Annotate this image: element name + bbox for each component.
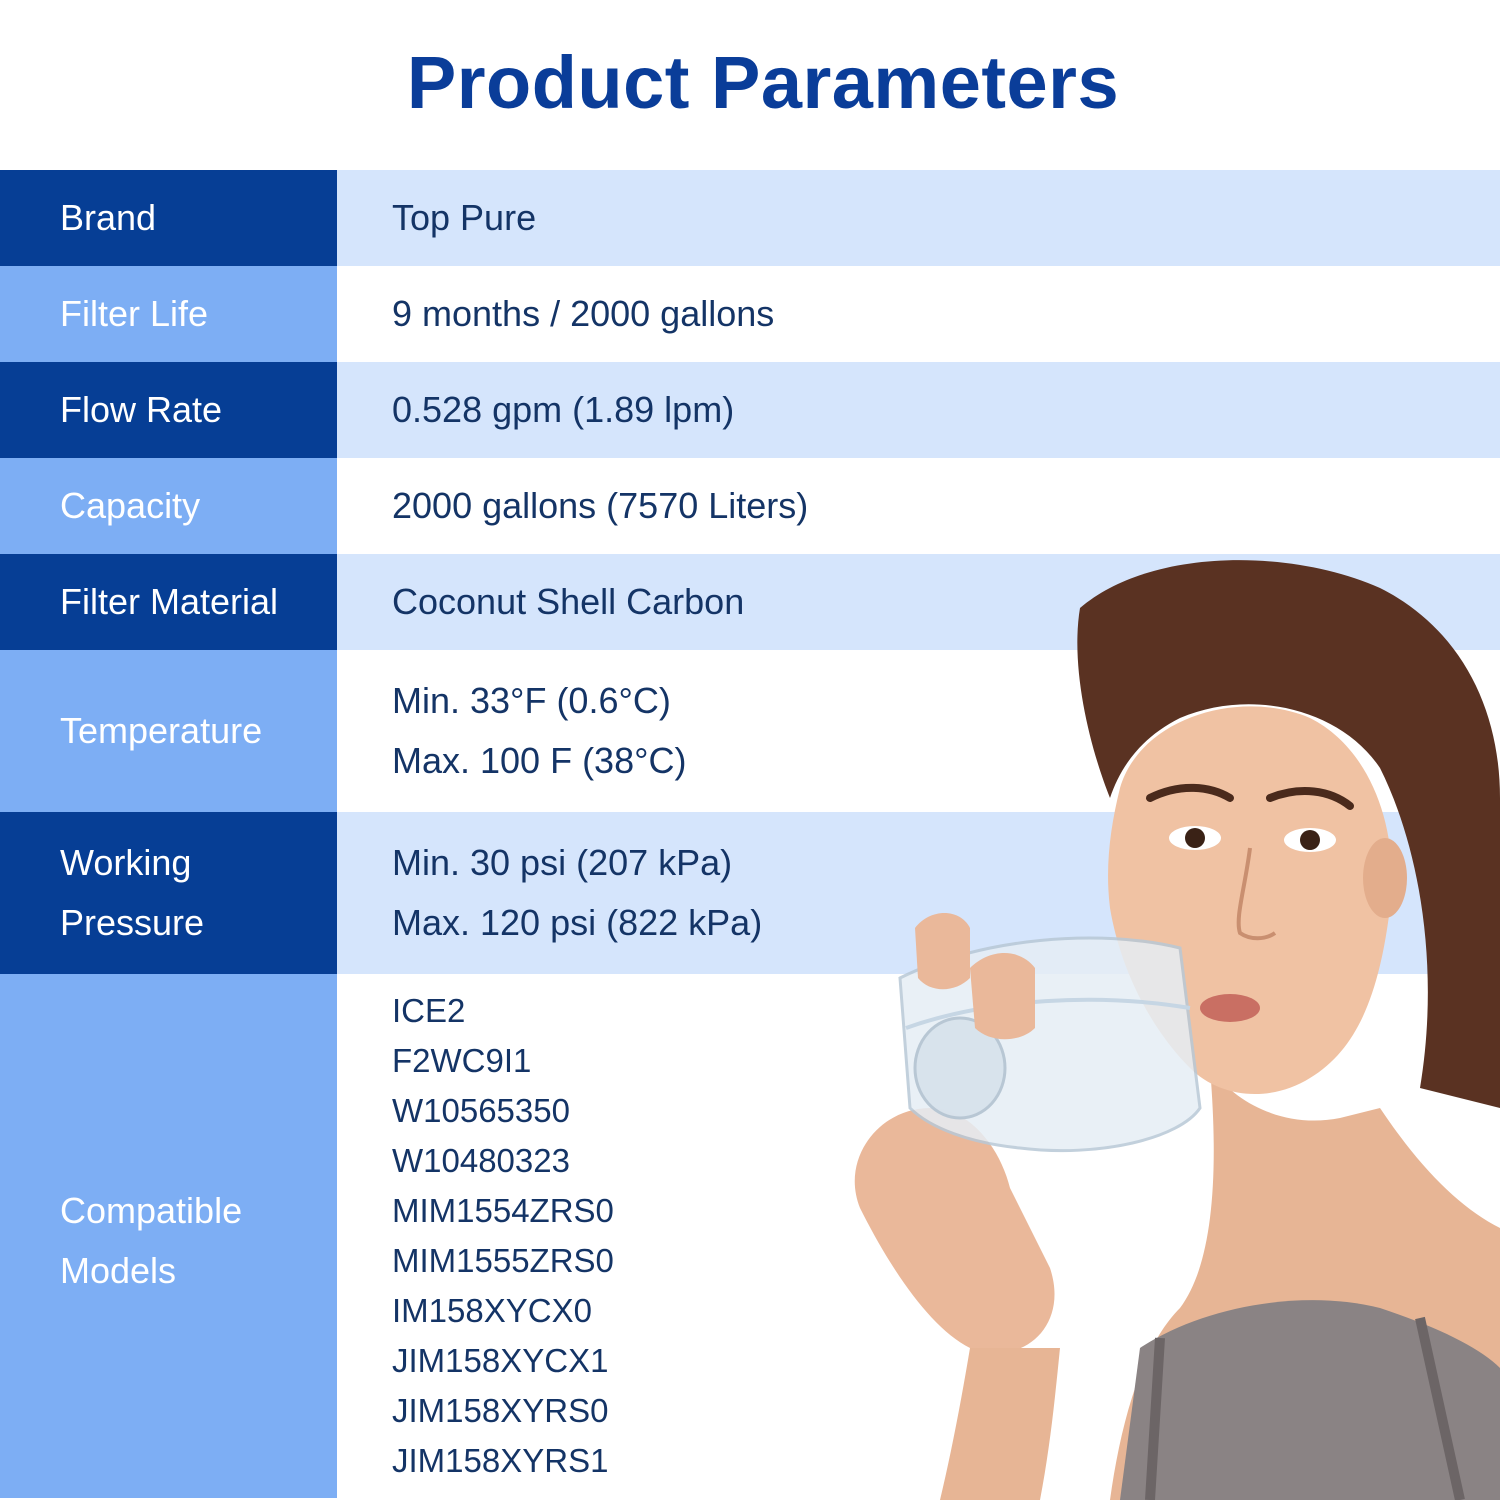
value-working-pressure: Min. 30 psi (207 kPa) Max. 120 psi (822 … <box>392 842 763 943</box>
model-item: MIM1554ZRS0 <box>392 1192 614 1229</box>
row-filter-life: Filter Life 9 months / 2000 gallons <box>0 266 1500 362</box>
parameters-table: Brand Top Pure Filter Life 9 months / 20… <box>0 170 1500 1498</box>
value-filter-material: Coconut Shell Carbon <box>392 581 745 622</box>
value-filter-life: 9 months / 2000 gallons <box>392 293 775 334</box>
label-brand: Brand <box>0 170 337 266</box>
row-brand: Brand Top Pure <box>0 170 1500 266</box>
value-brand: Top Pure <box>392 197 537 238</box>
woman-drinking-water-photo <box>854 560 1500 1500</box>
label-capacity: Capacity <box>0 458 337 554</box>
model-item: JIM158XYRS0 <box>392 1392 609 1429</box>
value-capacity: 2000 gallons (7570 Liters) <box>392 485 809 526</box>
page-title: Product Parameters <box>406 41 1120 124</box>
row-working-pressure: Working Pressure Min. 30 psi (207 kPa) M… <box>0 812 1500 974</box>
value-temperature: Min. 33°F (0.6°C) Max. 100 F (38°C) <box>392 680 687 781</box>
label-filter-material: Filter Material <box>0 554 337 650</box>
model-item: JIM158XYRS1 <box>392 1442 609 1479</box>
model-item: F2WC9I1 <box>392 1042 532 1079</box>
model-item: W10565350 <box>392 1092 570 1129</box>
label-filter-life: Filter Life <box>0 266 337 362</box>
label-temperature: Temperature <box>0 650 337 812</box>
model-item: JIM158XYCX1 <box>392 1342 609 1379</box>
label-flow-rate: Flow Rate <box>0 362 337 458</box>
value-compatible-models: ICE2 F2WC9I1 W10565350 W10480323 MIM1554… <box>0 974 1500 1498</box>
model-item: ICE2 <box>392 992 466 1029</box>
label-working-pressure: Working Pressure <box>0 812 337 974</box>
row-flow-rate: Flow Rate 0.528 gpm (1.89 lpm) <box>0 362 1500 458</box>
model-item: W10480323 <box>392 1142 570 1179</box>
row-compatible-models: Compatible Models ICE2 F2WC9I1 W10565350… <box>0 974 1500 1498</box>
row-filter-material: Filter Material Coconut Shell Carbon <box>0 554 1500 650</box>
row-capacity: Capacity 2000 gallons (7570 Liters) <box>0 458 1500 554</box>
model-item: IM158XYCX0 <box>392 1292 592 1329</box>
label-compatible-models: Compatible Models <box>0 974 337 1498</box>
model-item: MIM1555ZRS0 <box>392 1242 614 1279</box>
value-flow-rate: 0.528 gpm (1.89 lpm) <box>392 389 735 430</box>
row-temperature: Temperature Min. 33°F (0.6°C) Max. 100 F… <box>0 650 1500 812</box>
